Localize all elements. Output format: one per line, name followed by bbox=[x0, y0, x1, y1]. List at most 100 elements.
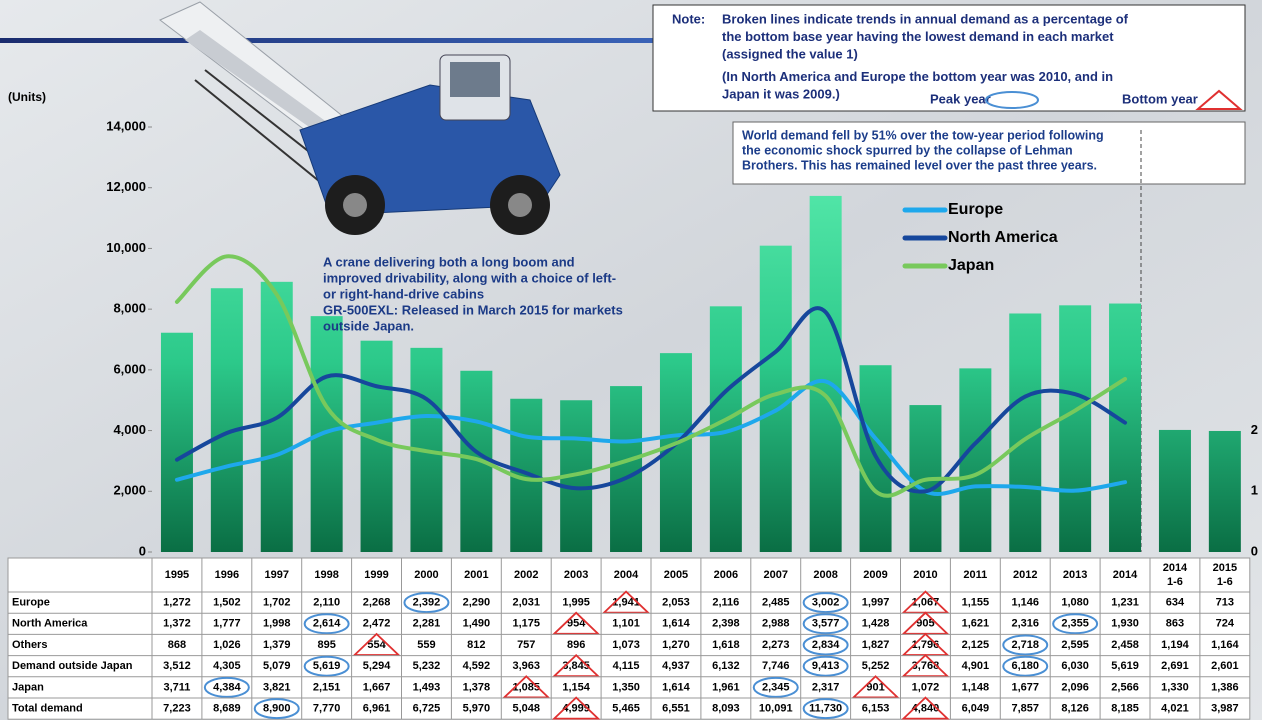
table-cell: 863 bbox=[1166, 618, 1184, 630]
table-cell: 2,290 bbox=[463, 597, 491, 609]
table-cell: 1,080 bbox=[1061, 597, 1089, 609]
table-cell: 1,073 bbox=[612, 639, 640, 651]
bottom-legend-label: Bottom year bbox=[1122, 91, 1198, 106]
crane-window bbox=[450, 62, 500, 97]
y2-tick-label: 1 bbox=[1251, 483, 1258, 498]
y-tick-label: 0 bbox=[139, 543, 146, 558]
note-line: Broken lines indicate trends in annual d… bbox=[722, 11, 1129, 26]
table-cell: 1,101 bbox=[612, 618, 640, 630]
table-cell: 2,345 bbox=[762, 681, 790, 693]
table-cell: 8,185 bbox=[1111, 703, 1139, 715]
table-cell: 4,592 bbox=[463, 660, 491, 672]
bar bbox=[311, 316, 343, 552]
table-cell: 2,392 bbox=[413, 597, 441, 609]
column-header: 2002 bbox=[514, 569, 538, 581]
caption-line: improved drivability, along with a choic… bbox=[323, 270, 616, 285]
table-cell: 896 bbox=[567, 639, 585, 651]
table-cell: 1,490 bbox=[463, 618, 491, 630]
row-label: Demand outside Japan bbox=[12, 660, 133, 672]
table-cell: 2,116 bbox=[712, 597, 739, 609]
world-note-line: the economic shock spurred by the collap… bbox=[742, 143, 1073, 157]
table-cell: 7,746 bbox=[762, 660, 790, 672]
table-cell: 4,999 bbox=[562, 703, 590, 715]
table-cell: 2,053 bbox=[662, 597, 690, 609]
table-cell: 1,386 bbox=[1211, 681, 1239, 693]
table-cell: 4,901 bbox=[962, 660, 990, 672]
table-cell: 3,768 bbox=[912, 660, 940, 672]
table-cell: 1,618 bbox=[712, 639, 740, 651]
table-cell: 3,821 bbox=[263, 681, 291, 693]
y2-tick-label: 0 bbox=[1251, 543, 1258, 558]
table-cell: 1,998 bbox=[263, 618, 291, 630]
column-header: 2014 bbox=[1113, 569, 1138, 581]
table-cell: 2,316 bbox=[1011, 618, 1039, 630]
table-cell: 2,566 bbox=[1111, 681, 1139, 693]
table-cell: 3,845 bbox=[562, 660, 590, 672]
y-tick-label: 8,000 bbox=[113, 301, 146, 316]
table-cell: 2,485 bbox=[762, 597, 790, 609]
row-label: Europe bbox=[12, 597, 50, 609]
bar bbox=[810, 196, 842, 552]
table-cell: 2,317 bbox=[812, 681, 840, 693]
table-cell: 3,987 bbox=[1211, 703, 1239, 715]
table-cell: 8,126 bbox=[1061, 703, 1089, 715]
column-header-part: 1-6 bbox=[1167, 576, 1183, 588]
table-cell: 2,614 bbox=[313, 618, 341, 630]
table-cell: 2,096 bbox=[1061, 681, 1089, 693]
table-cell: 1,995 bbox=[562, 597, 590, 609]
table-cell: 8,689 bbox=[213, 703, 241, 715]
y-tick-label: 2,000 bbox=[113, 483, 146, 498]
table-cell: 7,223 bbox=[163, 703, 191, 715]
column-header: 1996 bbox=[215, 569, 239, 581]
note-label: Note: bbox=[672, 11, 705, 26]
caption-line: GR-500EXL: Released in March 2015 for ma… bbox=[323, 302, 623, 317]
column-header: 1998 bbox=[314, 569, 338, 581]
table-cell: 1,194 bbox=[1161, 639, 1189, 651]
column-header: 2012 bbox=[1013, 569, 1037, 581]
bar bbox=[161, 333, 193, 552]
column-header: 1995 bbox=[165, 569, 189, 581]
table-cell: 7,770 bbox=[313, 703, 341, 715]
table-cell: 11,730 bbox=[809, 703, 842, 715]
table-cell: 6,725 bbox=[413, 703, 441, 715]
table-cell: 1,272 bbox=[163, 597, 191, 609]
table-cell: 1,085 bbox=[512, 681, 540, 693]
table-cell: 8,900 bbox=[263, 703, 291, 715]
table-cell: 5,619 bbox=[313, 660, 341, 672]
table-cell: 1,961 bbox=[712, 681, 740, 693]
table-cell: 1,667 bbox=[363, 681, 391, 693]
table-cell: 2,031 bbox=[512, 597, 540, 609]
table-cell: 1,026 bbox=[213, 639, 241, 651]
table-cell: 1,614 bbox=[662, 681, 690, 693]
caption-line: outside Japan. bbox=[323, 318, 414, 333]
bar bbox=[361, 341, 393, 552]
world-note-line: World demand fell by 51% over the tow-ye… bbox=[742, 128, 1104, 142]
legend-label: Japan bbox=[948, 257, 994, 274]
column-header: 2008 bbox=[813, 569, 837, 581]
bar bbox=[1159, 430, 1191, 552]
table-cell: 5,294 bbox=[363, 660, 391, 672]
table-cell: 3,512 bbox=[163, 660, 191, 672]
column-header: 2006 bbox=[714, 569, 738, 581]
table-cell: 1,827 bbox=[862, 639, 890, 651]
y-tick-label: 6,000 bbox=[113, 361, 146, 376]
column-header: 2005 bbox=[664, 569, 688, 581]
legend-label: North America bbox=[948, 229, 1058, 246]
table-cell: 5,619 bbox=[1111, 660, 1139, 672]
table-cell: 5,079 bbox=[263, 660, 291, 672]
y-axis-label: (Units) bbox=[8, 90, 46, 104]
table-cell: 1,231 bbox=[1111, 597, 1139, 609]
table-cell: 1,493 bbox=[413, 681, 441, 693]
row-label: North America bbox=[12, 618, 88, 630]
column-header-part: 1-6 bbox=[1217, 576, 1233, 588]
table-cell: 1,777 bbox=[213, 618, 241, 630]
table-cell: 5,465 bbox=[612, 703, 640, 715]
table-cell: 3,711 bbox=[163, 681, 190, 693]
table-cell: 5,232 bbox=[413, 660, 441, 672]
table-cell: 713 bbox=[1216, 597, 1234, 609]
table-cell: 5,048 bbox=[512, 703, 540, 715]
table-cell: 2,125 bbox=[962, 639, 990, 651]
table-cell: 2,718 bbox=[1011, 639, 1039, 651]
crane-hub bbox=[508, 193, 532, 217]
table-cell: 1,941 bbox=[612, 597, 640, 609]
